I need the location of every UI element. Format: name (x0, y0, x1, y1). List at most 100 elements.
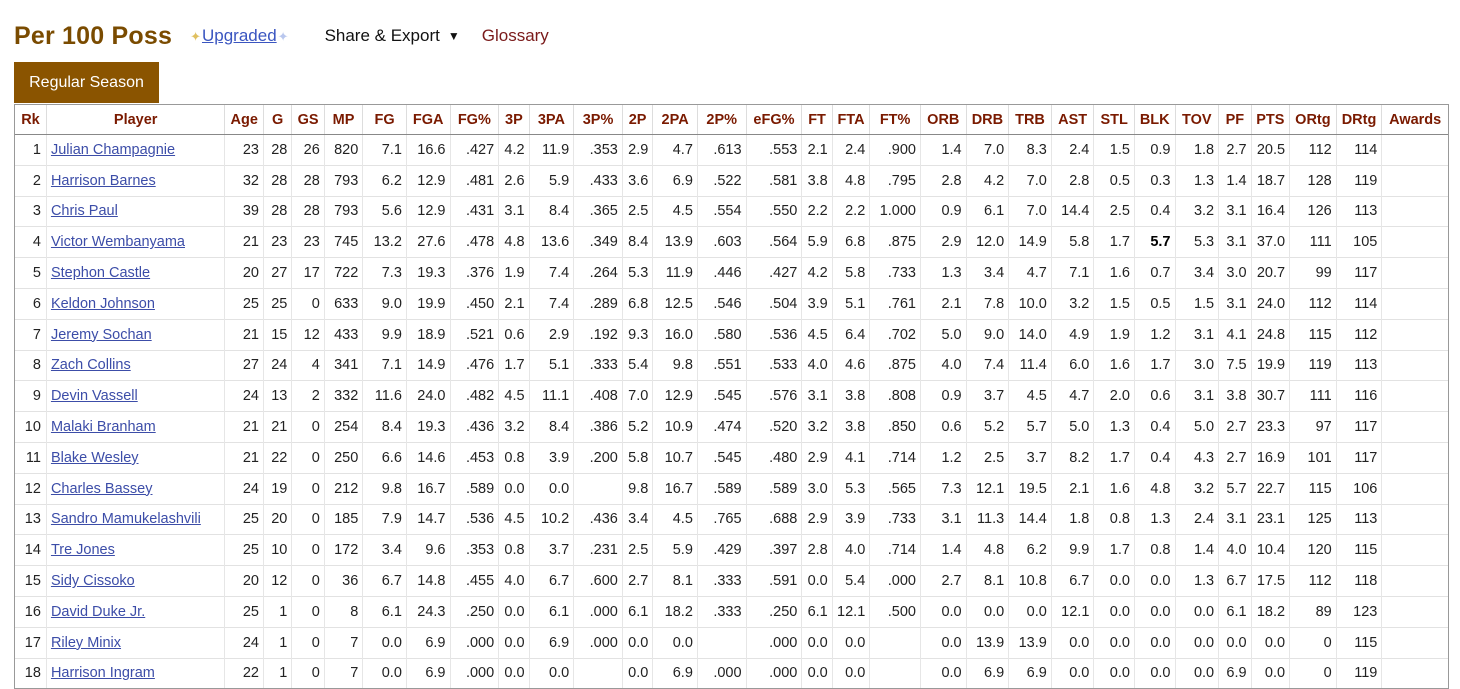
stat-cell: 14 (15, 534, 47, 566)
stat-cell: 6.8 (621, 287, 653, 320)
column-header-fg-pct[interactable]: FG% (449, 105, 499, 135)
player-link[interactable]: Julian Champagnie (50, 141, 176, 158)
column-header-ft-pct[interactable]: FT% (869, 105, 921, 135)
stat-cell: 254 (323, 411, 363, 443)
column-header-2p[interactable]: 2P (621, 105, 653, 135)
stat-cell: .365 (573, 195, 623, 227)
stat-cell: 3.0 (1218, 257, 1252, 289)
column-header-pf[interactable]: PF (1218, 105, 1252, 135)
tab-regular-season[interactable]: Regular Season (14, 62, 159, 103)
stat-cell: .795 (869, 164, 921, 197)
column-header-pts[interactable]: PTS (1250, 105, 1290, 135)
player-link[interactable]: Jeremy Sochan (50, 326, 152, 343)
column-header-stl[interactable]: STL (1093, 105, 1135, 135)
column-header-trb[interactable]: TRB (1008, 105, 1052, 135)
stat-cell: 6.9 (1218, 657, 1252, 689)
column-header-rk[interactable]: Rk (15, 105, 47, 135)
column-header-3pa[interactable]: 3PA (528, 105, 574, 135)
stat-cell: 0.9 (919, 380, 967, 412)
stat-cell: .733 (869, 503, 921, 535)
player-link[interactable]: Zach Collins (50, 357, 131, 374)
stat-cell: 4.1 (1218, 318, 1252, 351)
column-header-gs[interactable]: GS (291, 105, 325, 135)
stat-cell: 2.5 (965, 441, 1009, 474)
column-header-fga[interactable]: FGA (405, 105, 450, 135)
stat-cell: 7.1 (1050, 257, 1094, 289)
stat-cell: 101 (1289, 441, 1337, 474)
column-header-orb[interactable]: ORB (919, 105, 967, 135)
column-header-efg-pct[interactable]: eFG% (745, 105, 802, 135)
stat-cell: 3.8 (831, 380, 870, 412)
column-header-ortg[interactable]: ORtg (1289, 105, 1337, 135)
stat-cell: 8.4 (362, 411, 407, 443)
column-header-blk[interactable]: BLK (1133, 105, 1176, 135)
stat-cell: 13.9 (652, 226, 698, 258)
share-export-menu[interactable]: Share & Export ▼ (325, 26, 460, 46)
stat-cell: 6.9 (652, 164, 698, 197)
player-link[interactable]: Devin Vassell (50, 388, 138, 405)
stat-cell: 11.9 (528, 134, 574, 166)
player-link[interactable]: Tre Jones (50, 542, 115, 559)
stat-cell: 24 (224, 380, 264, 412)
column-header-tov[interactable]: TOV (1174, 105, 1219, 135)
stat-cell: 0.0 (965, 595, 1009, 628)
stat-cell: 23.3 (1250, 411, 1290, 443)
stat-cell: .455 (449, 565, 499, 597)
player-link[interactable]: David Duke Jr. (50, 603, 146, 620)
player-link[interactable]: Victor Wembanyama (50, 234, 185, 251)
column-header-fta[interactable]: FTA (831, 105, 870, 135)
player-link[interactable]: Blake Wesley (50, 449, 139, 466)
stat-cell: 115 (1335, 534, 1382, 566)
column-header-drb[interactable]: DRB (965, 105, 1009, 135)
stat-cell: 106 (1335, 472, 1382, 505)
column-header-drtg[interactable]: DRtg (1335, 105, 1382, 135)
stat-cell: 7.1 (362, 349, 407, 381)
stat-cell: 4.8 (498, 226, 530, 258)
stat-cell: 0 (291, 441, 325, 474)
column-header-player[interactable]: Player (45, 105, 225, 135)
player-link[interactable]: Malaki Branham (50, 419, 156, 436)
stat-cell: 5.2 (621, 411, 653, 443)
player-link[interactable]: Sidy Cissoko (50, 573, 135, 590)
column-header-fg[interactable]: FG (362, 105, 407, 135)
stat-cell: 24.8 (1250, 318, 1290, 351)
stat-cell: 16 (15, 595, 47, 628)
player-link[interactable]: Chris Paul (50, 203, 118, 220)
stat-cell: 10 (262, 534, 292, 566)
player-link[interactable]: Charles Bassey (50, 480, 153, 497)
column-header-2pa[interactable]: 2PA (652, 105, 698, 135)
player-link[interactable]: Harrison Ingram (50, 665, 155, 682)
stat-cell (1381, 349, 1448, 381)
glossary-link[interactable]: Glossary (481, 26, 549, 45)
table-row: 13 Sandro Mamukelashvili 25 20 0 185 7.9 14.7.5… (15, 503, 1448, 535)
column-header-2p-pct[interactable]: 2P% (696, 105, 747, 135)
column-header-g[interactable]: G (262, 105, 292, 135)
column-header-age[interactable]: Age (224, 105, 264, 135)
page-header: Per 100 Poss ✦ Upgraded ✦ Share & Export… (14, 18, 549, 54)
player-link[interactable]: Harrison Barnes (50, 172, 156, 189)
upgraded-link[interactable]: Upgraded (201, 26, 277, 45)
player-link[interactable]: Keldon Johnson (50, 295, 155, 312)
stat-cell: 17 (15, 626, 47, 659)
column-header-awards[interactable]: Awards (1381, 105, 1448, 135)
column-header-ast[interactable]: AST (1050, 105, 1094, 135)
player-link[interactable]: Stephon Castle (50, 265, 151, 282)
stat-cell: 20 (224, 565, 264, 597)
column-header-3p-pct[interactable]: 3P% (573, 105, 623, 135)
stat-cell: 16.9 (1250, 441, 1290, 474)
player-link[interactable]: Riley Minix (50, 634, 122, 651)
stat-cell: 0.0 (801, 626, 833, 659)
column-header-ft[interactable]: FT (801, 105, 833, 135)
upgraded-badge[interactable]: ✦ Upgraded ✦ (190, 26, 288, 46)
stat-cell: .450 (449, 287, 499, 320)
column-header-3p[interactable]: 3P (498, 105, 530, 135)
stat-cell: 5.1 (831, 287, 870, 320)
stat-cell: 1.3 (919, 257, 967, 289)
stat-cell: 1.4 (919, 134, 967, 166)
stat-cell: 18.2 (1250, 595, 1290, 628)
stat-cell: 0.0 (1093, 565, 1135, 597)
column-header-mp[interactable]: MP (323, 105, 363, 135)
player-link[interactable]: Sandro Mamukelashvili (50, 511, 201, 528)
stat-cell: 28 (262, 164, 292, 197)
stat-cell: 19.9 (1250, 349, 1290, 381)
